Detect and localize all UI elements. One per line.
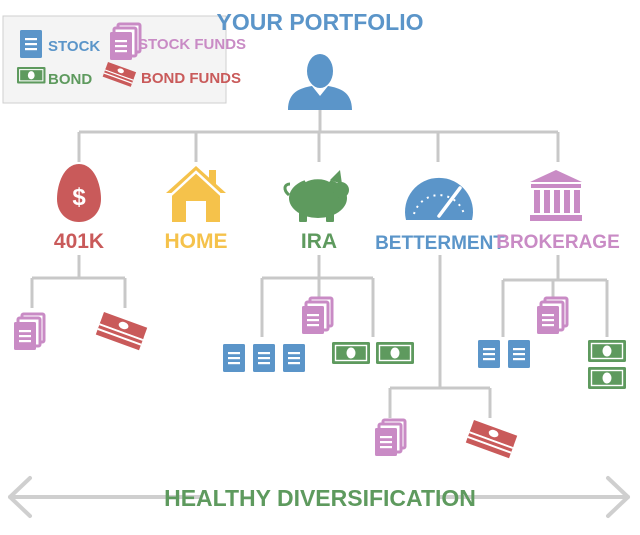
account-brokerage: BROKERAGE (496, 170, 620, 253)
account-label-401k: 401K (54, 230, 104, 253)
account-betterment: BETTERMENT (375, 177, 505, 254)
connector-lines (30, 110, 609, 418)
legend-stock-funds-label: STOCK FUNDS (138, 36, 246, 53)
house-icon (166, 166, 226, 222)
bond-fund-icon (465, 420, 518, 459)
stock-icon (478, 340, 500, 368)
bond-icon (375, 341, 415, 365)
stock-fund-icon (12, 312, 46, 352)
page-title: YOUR PORTFOLIO (217, 9, 424, 35)
account-label-ira: IRA (301, 230, 337, 253)
bond-icon (331, 341, 371, 365)
stock-icon (283, 344, 305, 372)
bond-icon (587, 339, 627, 363)
stock-fund-icon (535, 296, 569, 336)
speedometer-icon (404, 177, 473, 220)
account-401k: $ 401K (54, 164, 104, 253)
legend-stock-label: STOCK (48, 38, 100, 55)
stock-icon (223, 344, 245, 372)
legend: STOCK STOCK FUNDS BOND BOND FUNDS (2, 15, 246, 104)
svg-text:$: $ (72, 184, 86, 211)
account-ira: IRA (283, 170, 349, 253)
account-home: HOME (165, 166, 228, 253)
egg-dollar-icon: $ (57, 164, 101, 222)
piggy-bank-icon (283, 170, 349, 222)
account-label-betterment: BETTERMENT (375, 233, 505, 254)
legend-bond-label: BOND (48, 71, 92, 88)
account-label-brokerage: BROKERAGE (496, 232, 620, 253)
stock-icon (508, 340, 530, 368)
person-icon (288, 54, 352, 110)
account-label-home: HOME (165, 230, 228, 253)
bond-fund-icon (95, 312, 148, 351)
legend-bond-funds-label: BOND FUNDS (141, 70, 241, 87)
legend-stock-funds-icon (108, 22, 142, 62)
footer-label: HEALTHY DIVERSIFICATION (164, 485, 476, 511)
bond-icon (587, 366, 627, 390)
diversification-arrow (8, 476, 630, 518)
stock-icon (253, 344, 275, 372)
bank-building-icon (530, 170, 582, 221)
stock-fund-icon (300, 296, 334, 336)
stock-fund-icon (373, 418, 407, 458)
legend-stock-icon (20, 30, 42, 58)
legend-bond-icon (16, 66, 47, 85)
